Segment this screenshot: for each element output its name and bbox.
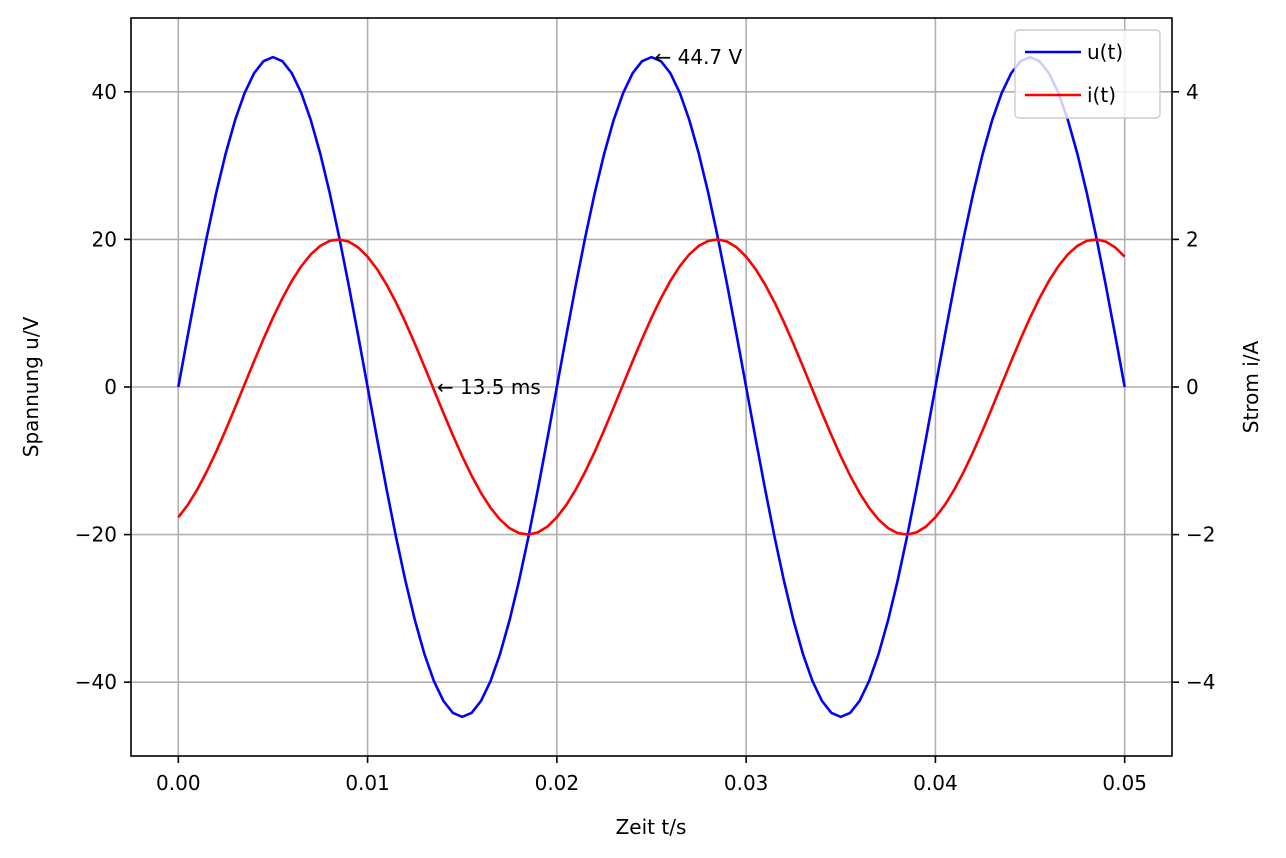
y-axis-label-right: Strom i/A xyxy=(1239,340,1263,433)
series-line-i xyxy=(177,238,1126,536)
series-layer xyxy=(177,55,1126,719)
y-right-tick-label: 2 xyxy=(1186,227,1199,251)
y-left-tick-label: 0 xyxy=(104,375,117,399)
x-tick-label: 0.01 xyxy=(345,771,390,795)
y-axis-label-left: Spannung u/V xyxy=(19,316,43,457)
x-tick-label: 0.03 xyxy=(724,771,769,795)
annotations: ← 44.7 V ← 13.5 ms xyxy=(437,45,743,399)
y-left-tick-label: 20 xyxy=(92,227,117,251)
x-tick-label: 0.02 xyxy=(535,771,580,795)
y-left-tick-label: 40 xyxy=(92,80,117,104)
y-right-tick-label: 4 xyxy=(1186,80,1199,104)
y-left-tick-label: −40 xyxy=(75,670,117,694)
annotation-time: ← 13.5 ms xyxy=(437,375,541,399)
y-left-tick-label: −20 xyxy=(75,523,117,547)
axis-ticks: 0.00 0.01 0.02 0.03 0.04 0.05−40−2002040−4−20… xyxy=(75,80,1216,795)
x-tick-label: 0.00 xyxy=(156,771,201,795)
legend-label-u: u(t) xyxy=(1087,40,1123,64)
y-right-tick-label: −4 xyxy=(1186,670,1215,694)
x-tick-label: 0.05 xyxy=(1102,771,1147,795)
x-tick-label: 0.04 xyxy=(913,771,958,795)
annotation-peak-voltage: ← 44.7 V xyxy=(655,45,743,69)
grid-lines xyxy=(131,18,1172,756)
y-right-tick-label: −2 xyxy=(1186,523,1215,547)
x-axis-label: Zeit t/s xyxy=(616,815,687,839)
y-right-tick-label: 0 xyxy=(1186,375,1199,399)
series-line-u xyxy=(177,55,1126,719)
legend: u(t) i(t) xyxy=(1014,29,1161,119)
legend-label-i: i(t) xyxy=(1087,83,1116,107)
